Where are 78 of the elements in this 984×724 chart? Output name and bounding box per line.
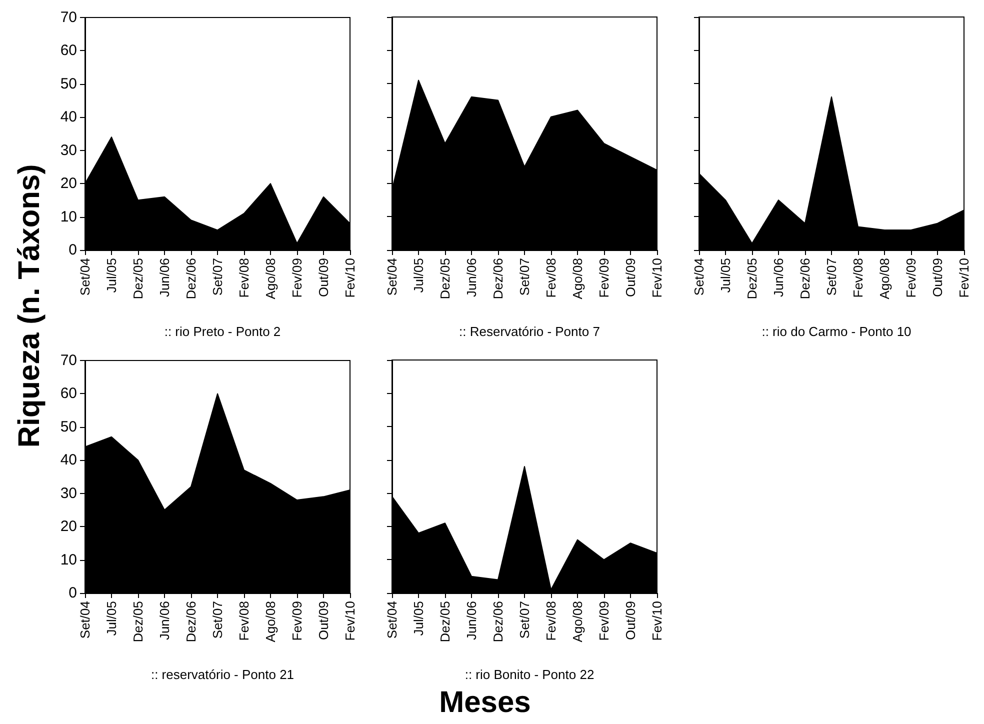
y-tick-label: 30 xyxy=(60,484,77,502)
x-tick-label: Jun/06 xyxy=(464,601,479,640)
x-tick-label: Set/04 xyxy=(384,258,400,296)
x-tick-label: Out/09 xyxy=(316,258,331,298)
x-tick-label: Jul/05 xyxy=(411,601,426,636)
y-tick-label: 0 xyxy=(68,584,77,602)
x-tick-label: Out/09 xyxy=(623,258,638,298)
x-tick-label: Dez/06 xyxy=(184,601,198,642)
x-tick-label: Jun/06 xyxy=(157,258,172,298)
x-tick-label: Jun/06 xyxy=(157,601,172,640)
x-tick-label: Dez/05 xyxy=(438,258,452,300)
x-tick-label: Fev/08 xyxy=(236,601,252,641)
x-tick-label: Jul/05 xyxy=(718,258,733,293)
text: :: reservatório - Ponto 21 xyxy=(150,667,294,682)
text: :: rio do Carmo - Ponto 10 xyxy=(762,324,912,339)
x-tick-label: Set/07 xyxy=(517,258,532,296)
x-tick-label: Dez/06 xyxy=(490,601,506,642)
y-axis-title: Riqueza (n. Táxons) xyxy=(13,164,47,448)
x-tick-label: Fev/08 xyxy=(236,258,252,298)
x-tick-label: Out/09 xyxy=(623,601,638,640)
x-tick-label: Set/07 xyxy=(824,258,839,296)
x-tick-label: Fev/09 xyxy=(596,601,612,641)
x-tick-label: Ago/08 xyxy=(570,258,585,300)
x-tick-label: Ago/08 xyxy=(877,258,892,300)
x-tick-label: Dez/05 xyxy=(130,601,146,642)
x-tick-label: Fev/10 xyxy=(342,258,358,298)
x-tick-label: Dez/05 xyxy=(130,258,146,300)
x-tick-label: Ago/08 xyxy=(263,258,278,300)
y-tick-label: 40 xyxy=(60,108,77,126)
x-tick-label: Out/09 xyxy=(316,601,331,640)
x-tick-label: Set/04 xyxy=(692,258,706,296)
x-tick-label: Set/07 xyxy=(517,601,532,639)
y-tick-label: 20 xyxy=(60,175,77,192)
x-tick-label: Fev/09 xyxy=(596,258,612,298)
y-tick-label: 50 xyxy=(60,418,77,436)
x-tick-label: Dez/06 xyxy=(798,258,812,300)
x-tick-label: Ago/08 xyxy=(263,601,278,642)
x-tick-label: Fev/08 xyxy=(850,258,866,298)
y-tick-label: 30 xyxy=(60,142,77,159)
x-tick-label: Set/04 xyxy=(78,601,92,639)
x-tick-label: Jun/06 xyxy=(771,258,786,298)
x-tick-label: Jul/05 xyxy=(104,601,119,636)
x-tick-label: Jul/05 xyxy=(411,258,426,293)
x-tick-label: Set/07 xyxy=(210,601,225,639)
y-tick-label: 50 xyxy=(60,75,77,92)
x-tick-label: Dez/05 xyxy=(438,601,452,642)
x-tick-label: Fev/10 xyxy=(342,601,358,641)
x-tick-label: Dez/06 xyxy=(490,258,506,300)
y-tick-label: 70 xyxy=(60,9,77,26)
x-tick-label: Fev/08 xyxy=(544,258,558,298)
x-tick-label: Set/04 xyxy=(78,258,92,296)
x-tick-label: Dez/05 xyxy=(744,258,760,300)
y-tick-label: 20 xyxy=(60,518,77,536)
y-tick-label: 0 xyxy=(68,242,77,258)
y-tick-label: 60 xyxy=(60,42,77,60)
x-tick-label: Fev/09 xyxy=(290,258,304,298)
x-tick-label: Fev/08 xyxy=(544,601,558,641)
y-tick-label: 40 xyxy=(60,452,77,469)
x-tick-label: Jul/05 xyxy=(104,258,119,293)
x-tick-label: Out/09 xyxy=(930,258,945,298)
x-tick-label: Fev/10 xyxy=(956,258,972,298)
x-tick-label: Fev/09 xyxy=(290,601,304,641)
x-tick-label: Ago/08 xyxy=(570,601,585,642)
x-tick-label: Jun/06 xyxy=(464,258,479,298)
text: :: rio Preto - Ponto 2 xyxy=(164,324,281,339)
x-tick-label: Fev/10 xyxy=(650,601,664,641)
x-tick-label: Dez/06 xyxy=(184,258,198,300)
text: :: rio Bonito - Ponto 22 xyxy=(464,667,594,682)
y-tick-label: 10 xyxy=(60,551,77,568)
text: :: Reservatório - Ponto 7 xyxy=(459,324,600,339)
x-axis-title: Meses xyxy=(439,686,531,720)
x-tick-label: Set/04 xyxy=(384,601,400,639)
x-tick-label: Fev/10 xyxy=(650,258,664,298)
y-tick-label: 10 xyxy=(60,208,77,226)
x-tick-label: Fev/09 xyxy=(904,258,918,298)
x-tick-label: Set/07 xyxy=(210,258,225,296)
y-tick-label: 70 xyxy=(60,352,77,369)
y-tick-label: 60 xyxy=(60,385,77,402)
